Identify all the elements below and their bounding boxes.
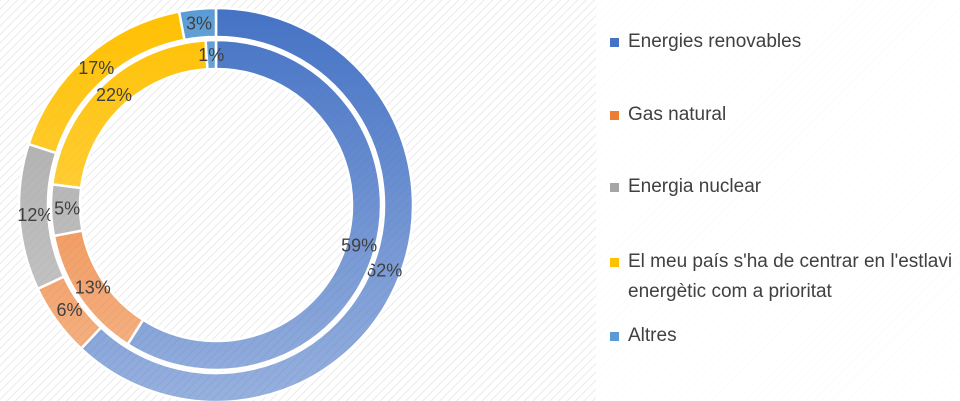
legend-swatch (610, 38, 619, 47)
legend-swatch (610, 111, 619, 120)
segment (125, 38, 383, 372)
legend-label: Energies renovables (628, 31, 802, 52)
legend-swatch (610, 183, 619, 192)
data-label: 59% (341, 235, 377, 255)
data-label: 62% (366, 260, 402, 280)
segment (79, 6, 415, 401)
segment (204, 38, 218, 71)
legend: Energies renovables Gas natural Energia nu… (596, 0, 960, 401)
data-label: 3% (186, 14, 212, 34)
legend-swatch (610, 332, 619, 341)
legend-label: Altres (628, 325, 677, 346)
legend-label: Energia nuclear (628, 176, 762, 197)
segment (177, 6, 218, 42)
data-label: 1% (198, 45, 224, 65)
data-label: 17% (78, 58, 114, 78)
legend-label: El meu país s'ha de centrar en l'estlavi… (628, 251, 953, 302)
legend-swatch (610, 258, 619, 267)
data-label: 12% (17, 205, 53, 225)
data-label: 13% (75, 278, 111, 298)
data-label: 6% (57, 300, 83, 320)
data-label: 22% (96, 85, 132, 105)
legend-label: Gas natural (628, 104, 727, 125)
data-label: 5% (54, 198, 80, 218)
